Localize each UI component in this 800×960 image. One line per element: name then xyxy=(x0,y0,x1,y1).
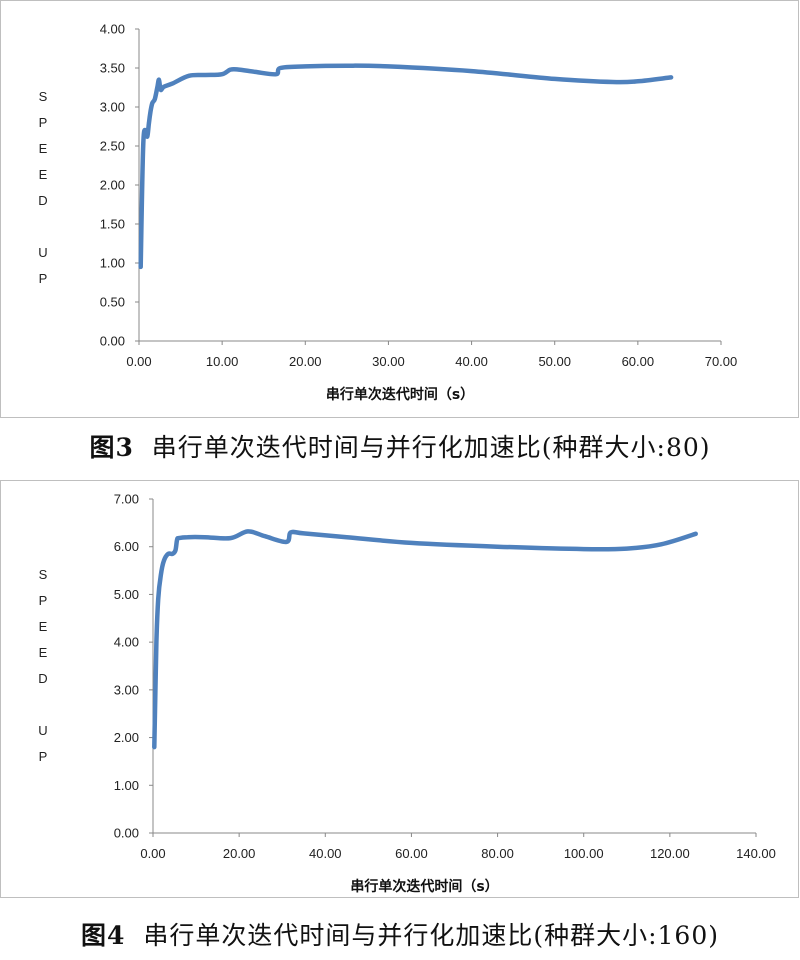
x-tick-label: 0.00 xyxy=(140,846,165,861)
x-tick-label: 10.00 xyxy=(206,354,239,369)
chart-2-caption: 图4 串行单次迭代时间与并行化加速比(种群大小:160) xyxy=(0,916,800,952)
y-tick-label: 4.00 xyxy=(114,635,139,650)
y-tick-label: 0.00 xyxy=(100,334,125,349)
x-tick-label: 40.00 xyxy=(309,846,342,861)
chart-2-caption-label: 图4 xyxy=(81,921,126,950)
y-tick-label: 3.00 xyxy=(100,100,125,115)
chart-1-axes: 0.00 0.50 1.00 1.50 2.00 2.50 3.00 3.50 4.00 0.00… xyxy=(100,22,738,370)
x-tick-label: 60.00 xyxy=(395,846,428,861)
y-tick-label: 7.00 xyxy=(114,492,139,507)
y-tick-label: 5.00 xyxy=(114,587,139,602)
y-tick-label: 1.50 xyxy=(100,217,125,232)
x-tick-label: 0.00 xyxy=(126,354,151,369)
y-tick-label: 2.50 xyxy=(100,139,125,154)
y-tick-label: 1.00 xyxy=(100,256,125,271)
x-tick-label: 20.00 xyxy=(289,354,322,369)
x-tick-label: 80.00 xyxy=(481,846,514,861)
chart-1-svg: 0.00 0.50 1.00 1.50 2.00 2.50 3.00 3.50 4.00 0.00… xyxy=(38,22,738,404)
chart-1-series-line xyxy=(138,63,674,270)
y-tick-label: 2.00 xyxy=(100,178,125,193)
x-tick-label: 40.00 xyxy=(455,354,488,369)
x-tick-label: 20.00 xyxy=(223,846,256,861)
chart-1-caption: 图3 串行单次迭代时间与并行化加速比(种群大小:80) xyxy=(0,428,800,464)
y-tick-label: 6.00 xyxy=(114,539,139,554)
x-tick-label: 100.00 xyxy=(564,846,604,861)
x-tick-label: 60.00 xyxy=(622,354,655,369)
chart-2-svg: 0.00 1.00 2.00 3.00 4.00 5.00 6.00 7.00 0.00 20.0… xyxy=(38,492,776,896)
y-tick-label: 2.00 xyxy=(114,730,139,745)
y-tick-label: 0.00 xyxy=(114,826,139,841)
y-tick-label: 3.00 xyxy=(114,682,139,697)
y-tick-label: 1.00 xyxy=(114,778,139,793)
chart-panel-1: 0.00 0.50 1.00 1.50 2.00 2.50 3.00 3.50 4.00 0.00… xyxy=(0,0,799,418)
x-tick-label: 50.00 xyxy=(538,354,571,369)
x-axis-label: 串行单次迭代时间（s） xyxy=(350,878,498,895)
chart-1-caption-label: 图3 xyxy=(89,433,134,462)
chart-panel-2: 0.00 1.00 2.00 3.00 4.00 5.00 6.00 7.00 0.00 20.0… xyxy=(0,480,799,898)
chart-2-caption-text: 串行单次迭代时间与并行化加速比(种群大小:160) xyxy=(143,921,719,950)
x-axis-label: 串行单次迭代时间（s） xyxy=(326,386,474,403)
y-tick-label: 3.50 xyxy=(100,61,125,76)
x-tick-label: 140.00 xyxy=(736,846,776,861)
x-tick-label: 70.00 xyxy=(705,354,738,369)
x-tick-label: 30.00 xyxy=(372,354,405,369)
chart-2-axes: 0.00 1.00 2.00 3.00 4.00 5.00 6.00 7.00 0.00 20.0… xyxy=(114,492,776,862)
y-tick-label: 0.50 xyxy=(100,295,125,310)
chart-2-series-line xyxy=(152,529,698,750)
y-tick-label: 4.00 xyxy=(100,22,125,37)
x-tick-label: 120.00 xyxy=(650,846,690,861)
chart-1-caption-text: 串行单次迭代时间与并行化加速比(种群大小:80) xyxy=(151,433,711,462)
